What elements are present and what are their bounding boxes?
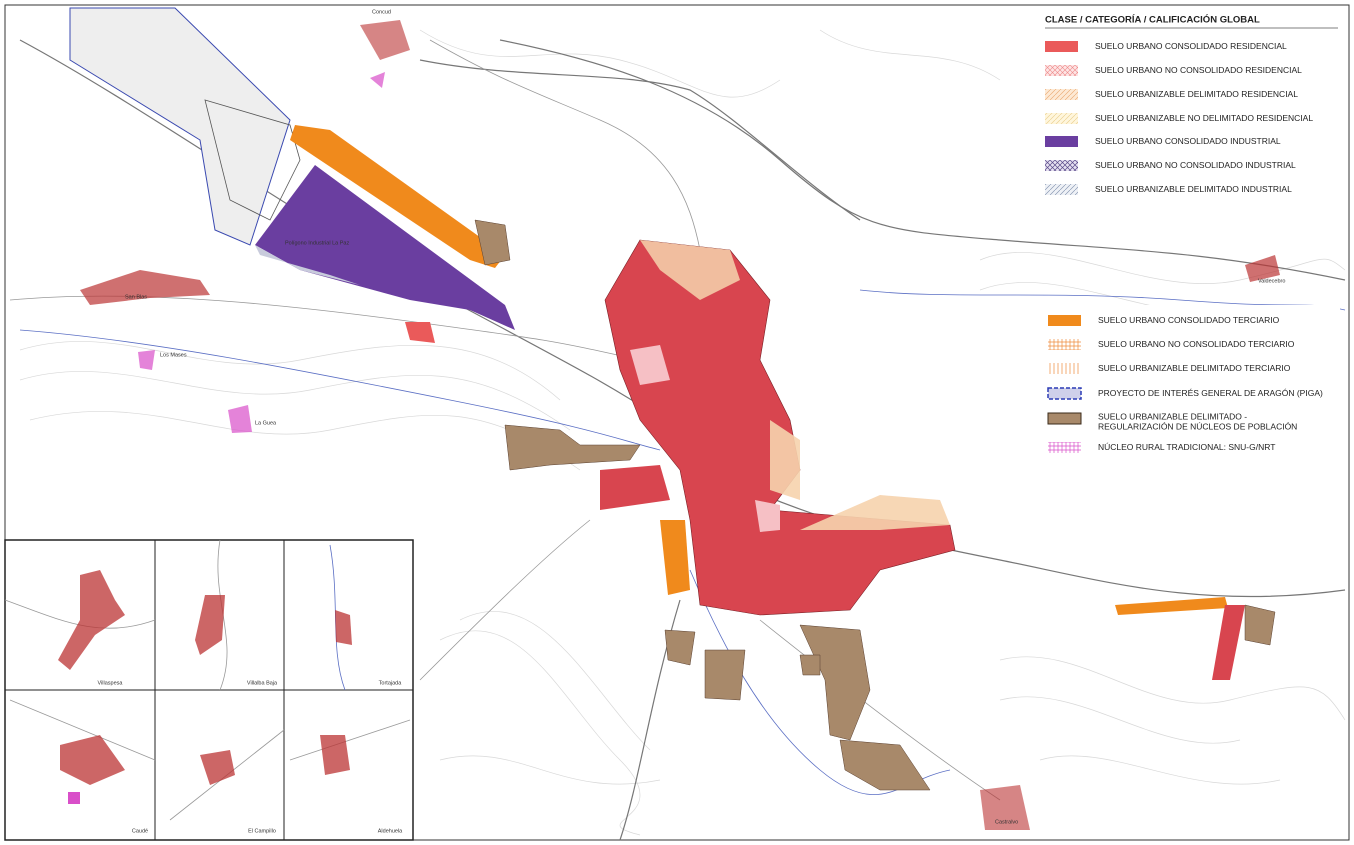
legend: CLASE / CATEGORÍA / CALIFICACIÓN GLOBAL … — [1037, 10, 1340, 206]
legend-label: SUELO URBANIZABLE DELIMITADO TERCIARIO — [1098, 363, 1291, 373]
urban-core — [405, 239, 956, 616]
legend: SUELO URBANO CONSOLIDADO TERCIARIO SUELO … — [1037, 305, 1340, 463]
inset-label: Villaspesa — [98, 680, 124, 686]
roads — [9, 39, 1346, 841]
inset-label: Villalba Baja — [247, 680, 278, 686]
legend-label: PROYECTO DE INTERÉS GENERAL DE ARAGÓN (P… — [1098, 388, 1323, 398]
legend-label: SUELO URBANO CONSOLIDADO RESIDENCIAL — [1095, 41, 1287, 51]
inset-label: Tortajada — [379, 680, 403, 686]
place-label: Valdecebro — [1258, 278, 1285, 284]
legend-label: SUELO URBANIZABLE DELIMITADO - — [1098, 411, 1247, 421]
legend-label: NÚCLEO RURAL TRADICIONAL: SNU-G/NRT — [1098, 442, 1275, 452]
place-label: Los Mases — [160, 352, 187, 358]
legend-label: SUELO URBANO CONSOLIDADO TERCIARIO — [1098, 315, 1280, 325]
legend-label: SUELO URBANO NO CONSOLIDADO INDUSTRIAL — [1095, 160, 1296, 170]
inset-panels — [4, 539, 414, 841]
legend-title: CLASE / CATEGORÍA / CALIFICACIÓN GLOBAL — [1045, 14, 1260, 26]
place-label: Concud — [372, 9, 391, 15]
legend-label: SUELO URBANIZABLE NO DELIMITADO RESIDENC… — [1095, 113, 1313, 123]
industrial-blocks — [204, 99, 301, 221]
inset-label: Aldehuela — [378, 828, 403, 834]
inset-label: Caudé — [132, 828, 148, 834]
place-label: La Guea — [255, 420, 277, 426]
legend-label: SUELO URBANIZABLE DELIMITADO RESIDENCIAL — [1095, 89, 1298, 99]
villages — [80, 20, 1280, 830]
tertiary-consolidated — [1115, 597, 1228, 615]
legend-label: SUELO URBANO NO CONSOLIDADO TERCIARIO — [1098, 339, 1295, 349]
legend-label: SUELO URBANIZABLE DELIMITADO INDUSTRIAL — [1095, 184, 1292, 194]
place-label: San Blas — [125, 294, 147, 300]
legend-label: SUELO URBANO CONSOLIDADO INDUSTRIAL — [1095, 136, 1281, 146]
regularization-areas — [474, 219, 1276, 791]
legend-label: REGULARIZACIÓN DE NÚCLEOS DE POBLACIÓN — [1098, 421, 1297, 431]
legend-label: SUELO URBANO NO CONSOLIDADO RESIDENCIAL — [1095, 65, 1302, 75]
place-label: Castralvo — [995, 819, 1018, 825]
piga-area — [69, 7, 291, 246]
place-label: Polígono Industrial La Paz — [285, 240, 349, 246]
inset-label: El Campillo — [248, 828, 276, 834]
industrial-consolidated — [255, 165, 515, 330]
tertiary-consolidated — [660, 520, 690, 595]
tertiary-consolidated — [290, 125, 505, 268]
